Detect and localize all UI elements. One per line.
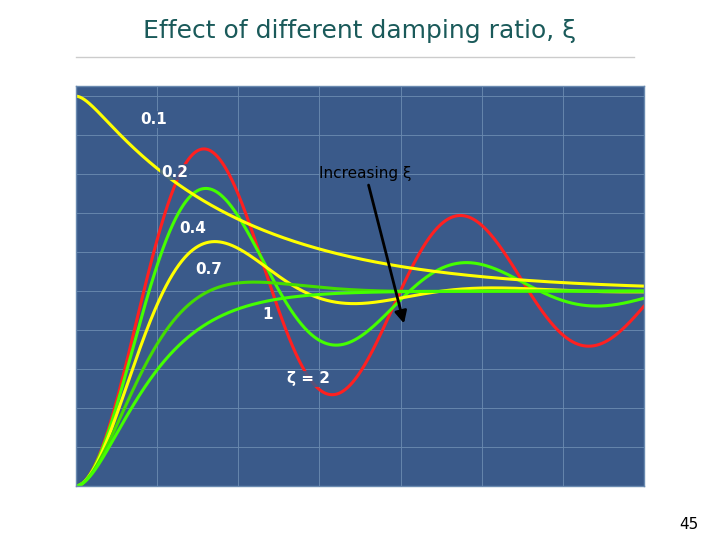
Text: 45: 45 [679,517,698,532]
Text: 0.2: 0.2 [161,165,188,180]
X-axis label: $\omega_n t$: $\omega_n t$ [343,516,377,536]
Text: 0.1: 0.1 [140,112,167,127]
Text: 1: 1 [263,307,273,322]
Text: Effect of different damping ratio, ξ: Effect of different damping ratio, ξ [143,19,577,43]
Text: 0.4: 0.4 [179,221,206,236]
Text: 0.7: 0.7 [195,262,222,277]
Text: ζ = 2: ζ = 2 [287,372,330,386]
Text: Increasing ξ: Increasing ξ [320,166,412,320]
